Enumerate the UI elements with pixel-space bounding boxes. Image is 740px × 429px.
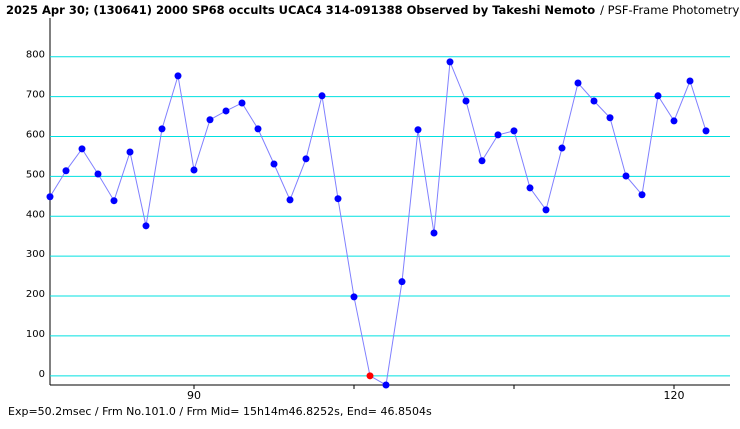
- data-point: [494, 131, 502, 139]
- data-point: [302, 155, 310, 163]
- data-point: [158, 125, 166, 133]
- data-point: [558, 144, 566, 152]
- data-point: [62, 167, 70, 175]
- data-point: [382, 381, 390, 389]
- data-point: [398, 278, 406, 286]
- data-point: [142, 222, 150, 230]
- data-point: [670, 117, 678, 125]
- data-point: [606, 114, 614, 122]
- data-point: [94, 170, 102, 178]
- data-point: [206, 116, 214, 124]
- y-tick-label: 100: [26, 329, 45, 340]
- data-point: [110, 197, 118, 205]
- data-point: [366, 372, 374, 380]
- data-point: [190, 166, 198, 174]
- data-point: [574, 79, 582, 87]
- data-point: [446, 58, 454, 66]
- y-tick-label: 600: [26, 129, 45, 140]
- data-point: [510, 127, 518, 135]
- y-tick-label: 200: [26, 289, 45, 300]
- footer: Exp=50.2msec / Frm No.101.0 / Frm Mid= 1…: [8, 405, 432, 418]
- data-point: [622, 172, 630, 180]
- y-tick-label: 300: [26, 249, 45, 260]
- data-point: [478, 157, 486, 165]
- data-point: [238, 99, 246, 107]
- chart-title: 2025 Apr 30; (130641) 2000 SP68 occults …: [6, 3, 740, 17]
- subtitle-text: / PSF-Frame Photometry /: [600, 3, 740, 17]
- data-point: [590, 97, 598, 105]
- data-point: [46, 193, 54, 201]
- data-point: [222, 107, 230, 115]
- y-tick-label: 700: [26, 90, 45, 101]
- y-tick-label: 800: [26, 50, 45, 61]
- data-point: [414, 126, 422, 134]
- data-point: [174, 72, 182, 80]
- data-point: [254, 125, 262, 133]
- data-point: [286, 196, 294, 204]
- data-point: [542, 206, 550, 214]
- data-point: [334, 195, 342, 203]
- data-point: [686, 77, 694, 85]
- data-point: [350, 293, 358, 301]
- data-point: [270, 160, 278, 168]
- y-tick-label: 0: [39, 369, 45, 380]
- y-tick-label: 500: [26, 169, 45, 180]
- data-point: [526, 184, 534, 192]
- x-tick-label: 120: [664, 389, 685, 402]
- data-point: [318, 92, 326, 100]
- title-text: 2025 Apr 30; (130641) 2000 SP68 occults …: [6, 3, 595, 17]
- y-tick-label: 400: [26, 209, 45, 220]
- data-point: [462, 97, 470, 105]
- data-point: [654, 92, 662, 100]
- data-point: [702, 127, 710, 135]
- x-tick-label: 90: [187, 389, 201, 402]
- data-point: [638, 191, 646, 199]
- data-point: [430, 229, 438, 237]
- data-point: [78, 145, 86, 153]
- data-point: [126, 148, 134, 156]
- series-line: [49, 61, 707, 386]
